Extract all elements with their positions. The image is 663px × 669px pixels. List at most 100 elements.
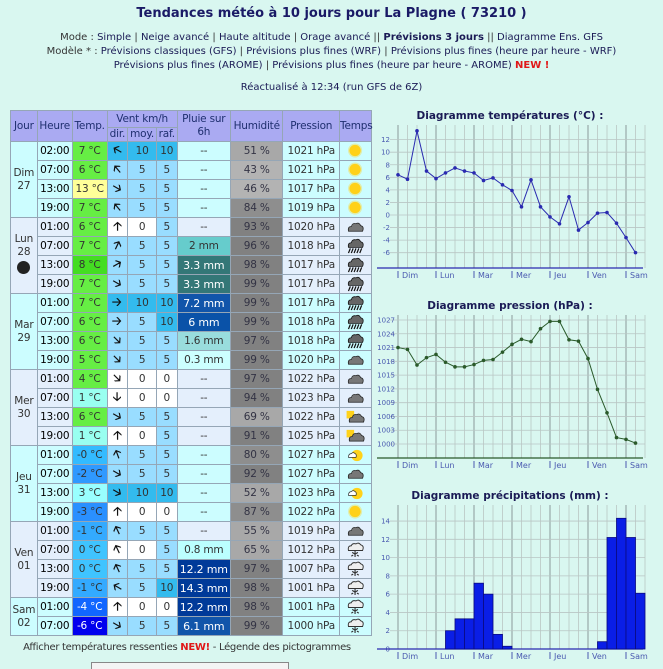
wind-dir-cell: 🡡 bbox=[106, 198, 129, 218]
rain-icon bbox=[347, 333, 364, 349]
wind-avg-cell: 0 bbox=[127, 217, 157, 237]
data-point bbox=[481, 178, 486, 183]
wind-arrow-icon: 🡡 bbox=[109, 180, 126, 195]
weather-cell bbox=[339, 426, 372, 446]
col-wind: Vent km/h bbox=[106, 110, 178, 128]
data-point bbox=[424, 355, 429, 360]
temp-cell: 0 °C bbox=[71, 559, 108, 579]
temp-cell: 7 °C bbox=[71, 236, 108, 256]
temp-cell: 6 °C bbox=[71, 407, 108, 427]
day-name: Jeu bbox=[16, 470, 32, 483]
pressure-cell: 1018 hPa bbox=[282, 312, 341, 332]
weather-cell bbox=[339, 407, 372, 427]
pressure-cell: 1001 hPa bbox=[282, 578, 341, 598]
data-point bbox=[595, 387, 600, 392]
wind-arrow-icon: 🡡 bbox=[111, 445, 124, 462]
wind-avg-cell: 10 bbox=[127, 483, 157, 503]
hour-cell: 02:00 bbox=[36, 141, 73, 161]
hour-cell: 19:00 bbox=[36, 350, 73, 370]
table-row: Lun 28 01:00 6 °C 🡡 0 5 -- 93 % 1020 hPa bbox=[10, 217, 372, 294]
data-point bbox=[548, 319, 552, 324]
model-wrf-link[interactable]: Prévisions plus fines (WRF) bbox=[246, 46, 382, 57]
weather-cell bbox=[339, 179, 372, 199]
mode-altitude-link[interactable]: Haute altitude bbox=[218, 32, 291, 43]
rain-cell: 3.3 mm bbox=[176, 255, 232, 275]
temperature-chart: Diagramme températures (°C) : -6 -4 -2 0 2 4 6 8… bbox=[377, 110, 648, 280]
humidity-cell: 96 % bbox=[230, 236, 284, 256]
y-tick-label: 1009 bbox=[377, 399, 395, 407]
weather-cell bbox=[339, 578, 372, 598]
sun-cloud-icon bbox=[346, 429, 365, 442]
options-links: Mode : Simple | Neige avancé | Haute alt… bbox=[46, 32, 617, 71]
precip-bar bbox=[473, 582, 484, 650]
model-gfs-link[interactable]: Prévisions classiques (GFS) bbox=[100, 46, 237, 57]
temp-cell: -2 °C bbox=[71, 464, 108, 484]
ensemble-gfs-link[interactable]: Diagramme Ens. GFS bbox=[497, 32, 603, 43]
data-point bbox=[557, 221, 562, 226]
table-row: 13:00 3 °C 🡡 10 10 -- 52 % 1023 hPa bbox=[10, 483, 372, 503]
separator: - bbox=[212, 642, 217, 653]
new-badge: NEW ! bbox=[515, 60, 550, 71]
humidity-cell: 92 % bbox=[230, 464, 284, 484]
forecast-3days-link[interactable]: Prévisions 3 jours bbox=[383, 32, 484, 43]
day-name: Mar bbox=[14, 318, 34, 331]
hour-cell: 01:00 bbox=[36, 369, 73, 389]
x-tick-label: Ven bbox=[592, 652, 607, 661]
col-rain: Pluie sur 6h bbox=[176, 110, 232, 142]
humidity-cell: 98 % bbox=[230, 597, 284, 617]
rain-cell: -- bbox=[176, 445, 232, 465]
mode-snow-link[interactable]: Neige avancé bbox=[140, 32, 210, 43]
wind-dir-cell: 🡡 bbox=[106, 502, 129, 522]
legend-link[interactable]: Légende des pictogrammes bbox=[218, 642, 351, 653]
humidity-cell: 84 % bbox=[230, 198, 284, 218]
humidity-cell: 99 % bbox=[230, 312, 284, 332]
data-point bbox=[624, 235, 628, 240]
mode-simple-link[interactable]: Simple bbox=[97, 32, 132, 43]
x-tick-label: Lun bbox=[440, 652, 454, 661]
model-wrf-hourly-link[interactable]: Prévisions plus fines (heure par heure -… bbox=[390, 46, 617, 57]
rain-cell: 2 mm bbox=[176, 236, 232, 256]
wind-arrow-icon: 🡡 bbox=[109, 256, 126, 271]
pressure-cell: 1017 hPa bbox=[282, 179, 341, 199]
pressure-cell: 1022 hPa bbox=[282, 502, 341, 522]
wind-dir-cell: 🡡 bbox=[106, 445, 129, 465]
mode-storm-link[interactable]: Orage avancé bbox=[300, 32, 371, 43]
model-arome-hourly-link[interactable]: Prévisions plus fines (heure par heure -… bbox=[272, 60, 512, 71]
pressure-cell: 1027 hPa bbox=[282, 445, 341, 465]
wind-gust-cell: 5 bbox=[156, 331, 178, 351]
sun-icon bbox=[347, 504, 362, 519]
wind-avg-cell: 5 bbox=[127, 464, 157, 484]
wind-avg-cell: 0 bbox=[127, 388, 157, 408]
humidity-cell: 98 % bbox=[230, 255, 284, 275]
wind-dir-cell: 🡡 bbox=[106, 179, 129, 199]
select-box[interactable] bbox=[91, 662, 289, 669]
col-humidity: Humidité bbox=[230, 110, 284, 142]
cloud-icon bbox=[347, 393, 364, 403]
hour-cell: 13:00 bbox=[36, 407, 73, 427]
table-row: Sam 02 01:00 -4 °C 🡡 0 0 12.2 mm 98 % 1001 hPa bbox=[10, 597, 372, 636]
cloud-icon bbox=[347, 222, 364, 232]
temp-cell: -1 °C bbox=[71, 521, 108, 541]
data-point bbox=[462, 169, 467, 173]
hour-cell: 19:00 bbox=[36, 274, 73, 294]
y-tick-label: 1012 bbox=[377, 385, 395, 393]
snow-icon bbox=[347, 580, 364, 596]
feels-like-link[interactable]: Afficher températures ressenties bbox=[23, 642, 178, 653]
data-point bbox=[481, 358, 486, 363]
y-tick-label: 10 bbox=[381, 149, 390, 157]
chart-title: Diagramme températures (°C) : bbox=[417, 110, 604, 122]
y-tick-label: 8 bbox=[386, 161, 390, 169]
wind-gust-cell: 10 bbox=[156, 312, 178, 332]
col-temp: Temp. bbox=[71, 110, 108, 142]
table-row: 07:00 -6 °C 🡡 5 5 6.1 mm 99 % 1000 hPa bbox=[10, 616, 372, 636]
pressure-cell: 1017 hPa bbox=[282, 274, 341, 294]
hour-cell: 01:00 bbox=[36, 445, 73, 465]
pressure-cell: 1022 hPa bbox=[282, 407, 341, 427]
forecast-table: Jour Heure Temp. Vent km/h Pluie sur 6h … bbox=[10, 110, 373, 636]
day-cell: Mar 29 bbox=[10, 293, 38, 370]
wind-gust-cell: 5 bbox=[156, 274, 178, 294]
wind-gust-cell: 5 bbox=[156, 426, 178, 446]
model-arome-link[interactable]: Prévisions plus fines (AROME) bbox=[113, 60, 263, 71]
temp-cell: 13 °C bbox=[71, 179, 108, 199]
weather-cell bbox=[339, 464, 372, 484]
